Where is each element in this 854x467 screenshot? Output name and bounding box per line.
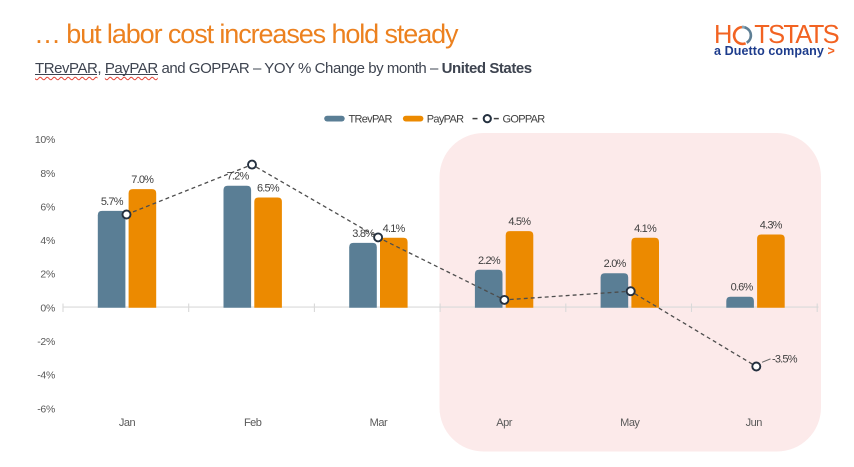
svg-text:2.2%: 2.2%: [478, 255, 501, 267]
svg-text:8%: 8%: [40, 168, 55, 180]
svg-text:Jan: Jan: [119, 417, 136, 429]
svg-text:-3.5%: -3.5%: [772, 354, 798, 366]
svg-text:5.7%: 5.7%: [101, 196, 124, 208]
svg-text:0%: 0%: [40, 302, 55, 314]
svg-text:3.8%: 3.8%: [352, 228, 375, 240]
svg-text:4.5%: 4.5%: [508, 216, 531, 228]
svg-text:-4%: -4%: [37, 370, 55, 382]
svg-text:Mar: Mar: [370, 417, 388, 429]
svg-text:0.6%: 0.6%: [731, 282, 754, 294]
svg-text:6.5%: 6.5%: [257, 183, 280, 195]
svg-text:4%: 4%: [40, 235, 55, 247]
svg-text:May: May: [620, 417, 640, 429]
svg-text:GOPPAR: GOPPAR: [503, 114, 546, 126]
svg-text:Apr: Apr: [496, 417, 512, 429]
svg-text:-6%: -6%: [37, 403, 55, 415]
svg-text:10%: 10%: [35, 134, 55, 146]
svg-text:4.3%: 4.3%: [760, 220, 783, 232]
svg-text:4.1%: 4.1%: [383, 223, 406, 235]
svg-text:2.0%: 2.0%: [604, 258, 627, 270]
svg-text:4.1%: 4.1%: [634, 223, 657, 235]
svg-text:Jun: Jun: [746, 417, 763, 429]
svg-text:6%: 6%: [40, 201, 55, 213]
svg-text:PayPAR: PayPAR: [427, 114, 464, 126]
svg-text:Feb: Feb: [244, 417, 262, 429]
svg-text:7.0%: 7.0%: [131, 174, 154, 186]
svg-text:-2%: -2%: [37, 336, 55, 348]
svg-text:2%: 2%: [40, 269, 55, 281]
svg-text:TRevPAR: TRevPAR: [349, 114, 393, 126]
svg-text:7.2%: 7.2%: [227, 171, 250, 183]
